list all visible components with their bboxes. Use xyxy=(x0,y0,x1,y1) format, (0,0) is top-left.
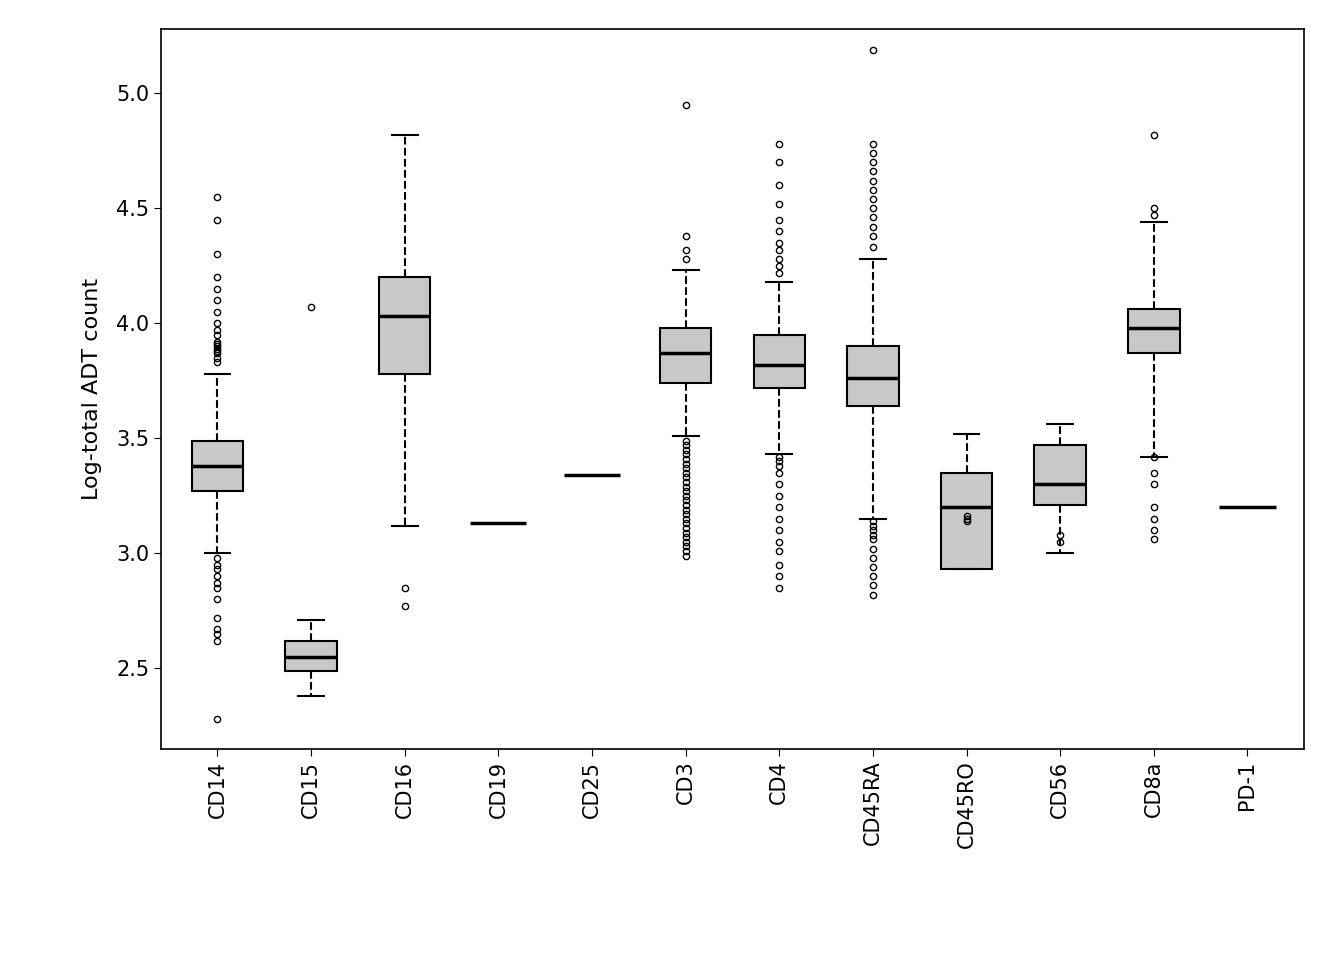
PathPatch shape xyxy=(1035,445,1086,505)
PathPatch shape xyxy=(660,328,711,383)
PathPatch shape xyxy=(1128,309,1180,353)
PathPatch shape xyxy=(192,441,243,492)
PathPatch shape xyxy=(285,640,337,671)
Y-axis label: Log-total ADT count: Log-total ADT count xyxy=(82,277,102,500)
PathPatch shape xyxy=(754,335,805,388)
PathPatch shape xyxy=(379,277,430,373)
PathPatch shape xyxy=(941,472,992,569)
PathPatch shape xyxy=(847,347,899,406)
